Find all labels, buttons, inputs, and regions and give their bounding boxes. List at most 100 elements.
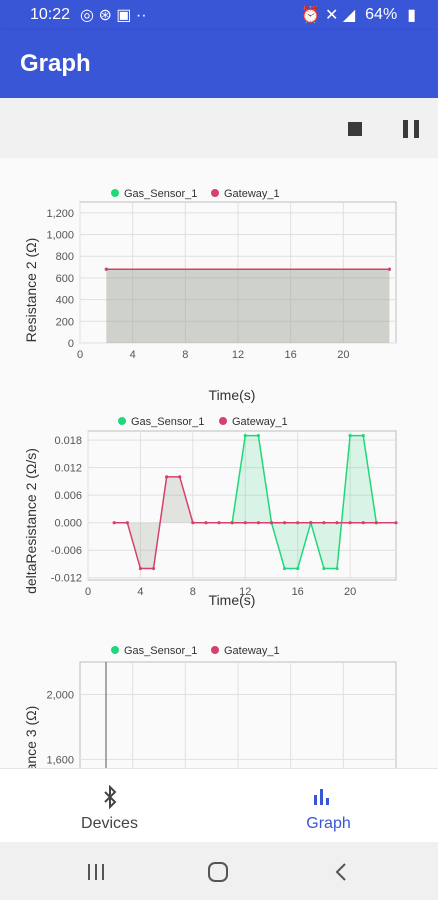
x-tick-label: 16 bbox=[292, 586, 304, 598]
y-tick-label: 600 bbox=[56, 273, 74, 285]
status-bar: 10:22 ◎ ⊛ ▣ ·· ⏰ ✕ ◢ 64% ▮ bbox=[0, 0, 438, 30]
y-tick-label: 0 bbox=[68, 338, 74, 350]
series-area bbox=[114, 476, 396, 569]
data-point bbox=[361, 521, 365, 525]
back-icon[interactable] bbox=[332, 862, 352, 882]
nav-graph[interactable]: Graph bbox=[219, 769, 438, 843]
y-tick-label: 0.006 bbox=[54, 490, 82, 502]
y-tick-label: 400 bbox=[56, 295, 74, 307]
x-tick-label: 16 bbox=[285, 349, 297, 361]
data-point bbox=[282, 521, 287, 525]
y-tick-label: 0.018 bbox=[54, 435, 82, 447]
y-tick-label: -0.012 bbox=[51, 573, 82, 585]
legend-gas-sensor-marker bbox=[118, 417, 126, 425]
bluetooth-icon bbox=[104, 785, 117, 809]
x-tick-label: 4 bbox=[137, 586, 143, 598]
data-point bbox=[348, 433, 352, 438]
data-point bbox=[394, 521, 398, 525]
x-tick-label: 0 bbox=[77, 349, 83, 361]
charts-scroll-area[interactable]: Gas_Sensor_1 Gateway_1 Resistance 2 (Ω) … bbox=[0, 158, 438, 768]
data-point bbox=[387, 267, 392, 271]
legend-gas-sensor-marker bbox=[111, 646, 119, 654]
data-point bbox=[138, 566, 143, 571]
data-point bbox=[335, 566, 339, 571]
y-tick-label: 1,200 bbox=[46, 208, 74, 220]
x-tick-label: 8 bbox=[190, 586, 196, 598]
data-point bbox=[374, 521, 378, 525]
data-point bbox=[165, 475, 169, 479]
x-tick-label: 8 bbox=[182, 349, 188, 361]
data-point bbox=[104, 267, 108, 271]
data-point bbox=[361, 433, 365, 438]
legend-gas-sensor-label: Gas_Sensor_1 bbox=[124, 645, 197, 657]
data-point bbox=[217, 521, 221, 525]
y-tick-label: 200 bbox=[56, 316, 74, 328]
nav-graph-label: Graph bbox=[306, 815, 351, 832]
data-point bbox=[243, 521, 247, 525]
data-point bbox=[335, 521, 339, 525]
data-point bbox=[296, 566, 300, 571]
data-point bbox=[322, 566, 326, 571]
chart-delta-resistance-2: Gas_Sensor_1 Gateway_1 deltaResistance 2… bbox=[23, 416, 398, 608]
legend-gas-sensor-label: Gas_Sensor_1 bbox=[124, 188, 197, 200]
data-point bbox=[269, 521, 274, 525]
data-point bbox=[256, 521, 260, 525]
y-tick-label: 0.012 bbox=[54, 463, 82, 475]
data-point bbox=[230, 521, 234, 525]
legend-gateway-label: Gateway_1 bbox=[232, 416, 288, 428]
y-tick-label: -0.006 bbox=[51, 545, 82, 557]
page-title: Graph bbox=[20, 50, 91, 77]
y-axis-label: Resistance 3 (Ω) bbox=[23, 706, 39, 768]
data-point bbox=[256, 433, 260, 438]
status-time: 10:22 bbox=[30, 6, 71, 23]
home-icon[interactable] bbox=[207, 861, 229, 883]
notification-icons: ◎ ⊛ ▣ ·· bbox=[80, 7, 147, 24]
data-point bbox=[296, 521, 300, 525]
app-bar: Graph bbox=[0, 30, 438, 98]
legend-gateway-label: Gateway_1 bbox=[224, 645, 280, 657]
x-tick-label: 12 bbox=[232, 349, 244, 361]
battery-icon: ▮ bbox=[407, 7, 416, 24]
data-point bbox=[204, 521, 208, 525]
graph-toolbar bbox=[0, 98, 438, 158]
data-point bbox=[322, 521, 326, 525]
legend-gateway-marker bbox=[211, 646, 219, 654]
legend-gas-sensor-label: Gas_Sensor_1 bbox=[131, 416, 204, 428]
data-point bbox=[191, 521, 195, 525]
stop-icon[interactable] bbox=[348, 122, 362, 136]
data-point bbox=[112, 521, 116, 525]
series-line bbox=[231, 434, 378, 570]
data-point bbox=[282, 566, 287, 571]
x-axis-label: Time(s) bbox=[209, 592, 256, 608]
y-tick-label: 1,600 bbox=[46, 754, 74, 766]
data-point bbox=[348, 521, 352, 525]
system-navigation-bar bbox=[0, 842, 438, 900]
y-tick-label: 0.000 bbox=[54, 518, 82, 530]
x-axis-label: Time(s) bbox=[209, 387, 256, 403]
x-tick-label: 4 bbox=[130, 349, 136, 361]
data-point bbox=[151, 566, 156, 571]
x-tick-label: 20 bbox=[344, 586, 356, 598]
series-area bbox=[232, 435, 377, 569]
legend-gateway-marker bbox=[219, 417, 227, 425]
y-tick-label: 800 bbox=[56, 251, 74, 263]
pause-icon[interactable] bbox=[403, 120, 419, 138]
series-line bbox=[114, 476, 396, 570]
x-tick-label: 12 bbox=[239, 586, 251, 598]
nav-devices[interactable]: Devices bbox=[0, 769, 219, 843]
battery-level: 64% bbox=[365, 6, 398, 23]
chart-resistance-2: Gas_Sensor_1 Gateway_1 Resistance 2 (Ω) … bbox=[23, 188, 397, 403]
data-point bbox=[309, 521, 313, 525]
y-axis-label: deltaResistance 2 (Ω/s) bbox=[23, 448, 39, 594]
bottom-navigation: Devices Graph bbox=[0, 768, 438, 843]
recents-icon[interactable] bbox=[86, 862, 106, 882]
series-area bbox=[106, 269, 390, 343]
y-axis-label: Resistance 2 (Ω) bbox=[23, 238, 39, 343]
x-tick-label: 20 bbox=[337, 349, 349, 361]
x-tick-label: 0 bbox=[85, 586, 91, 598]
y-tick-label: 1,000 bbox=[46, 230, 74, 242]
legend-gateway-marker bbox=[211, 189, 219, 197]
chart-resistance-3: Gas_Sensor_1 Gateway_1 Resistance 3 (Ω) … bbox=[23, 645, 397, 768]
series-area bbox=[106, 269, 390, 343]
nav-devices-label: Devices bbox=[81, 815, 138, 832]
